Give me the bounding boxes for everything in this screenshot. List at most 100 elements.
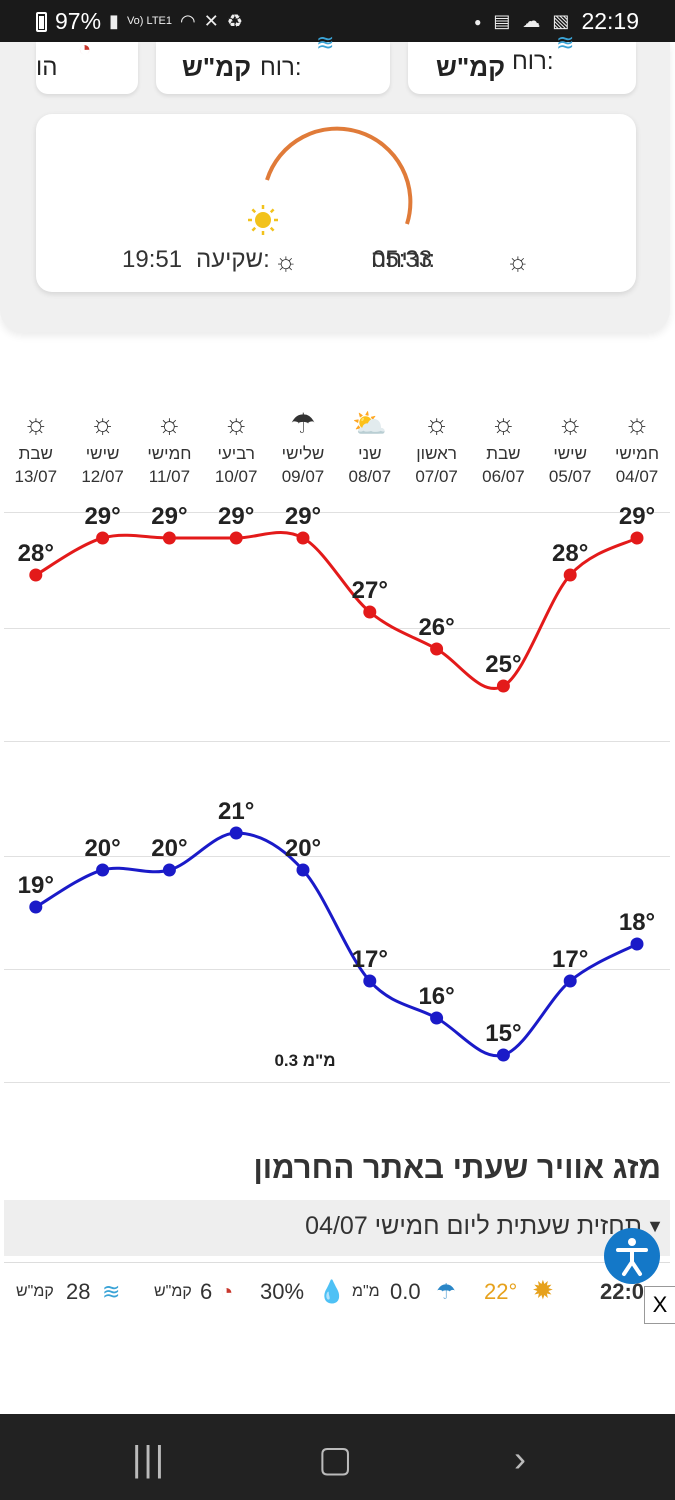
forecast-day-name: שישי xyxy=(553,444,588,463)
accessibility-button[interactable] xyxy=(604,1228,660,1284)
forecast-day-name: שלישי xyxy=(281,444,325,463)
hour-humidity: 30% xyxy=(260,1279,305,1304)
wind-value: קמ"ש xyxy=(182,52,252,82)
signal-icon: ▮ xyxy=(109,11,119,31)
sun-card: זריחה: 05:33 ☼ שקיעה: 19:51 ☼ xyxy=(36,114,636,292)
forecast-day-name: שבת xyxy=(486,444,521,463)
high-temp-point xyxy=(229,531,243,545)
low-temp-point xyxy=(296,863,310,877)
forecast-day-date: 04/07 xyxy=(615,467,659,486)
high-temp-point xyxy=(296,531,310,545)
temp-data-label: 29° xyxy=(151,503,187,530)
forecast-day[interactable]: ☼ שישי 05/07 xyxy=(537,408,603,487)
hourly-section-title: מזג אוויר שעתי באתר החרמון xyxy=(253,1150,661,1185)
high-temp-point xyxy=(430,642,444,656)
forecast-day-name: שישי xyxy=(85,444,120,463)
grid-line xyxy=(4,969,670,970)
forecast-day-date: 13/07 xyxy=(14,467,58,486)
wind-label: רוח: xyxy=(512,48,554,75)
temp-data-label: 20° xyxy=(84,835,120,862)
forecast-day-name: שבת xyxy=(18,444,53,463)
sunset-label: שקיעה: xyxy=(196,246,270,273)
temp-data-label: 25° xyxy=(485,651,521,678)
grid-line xyxy=(4,856,670,857)
wind-icon: ≋ xyxy=(316,30,335,55)
close-button[interactable]: X xyxy=(644,1286,675,1324)
sun-icon: ☼ xyxy=(624,408,650,439)
grid-line xyxy=(4,512,670,513)
gust-label: הו xyxy=(36,54,58,81)
gust-card: ◔ הו xyxy=(36,36,138,94)
wind-unit: קמ"ש xyxy=(16,1283,54,1300)
forecast-day[interactable]: ☼ חמישי 11/07 xyxy=(136,408,202,487)
hour-gust: 6 xyxy=(200,1279,213,1304)
sun-icon: ☼ xyxy=(490,408,517,439)
low-temp-point xyxy=(630,937,644,951)
accessibility-icon xyxy=(616,1238,648,1276)
high-temp-point xyxy=(363,605,377,619)
clock: 22:19 xyxy=(581,8,639,34)
recycle-icon: ♻ xyxy=(226,11,243,31)
hour-wind: 28 xyxy=(66,1279,91,1304)
temp-data-label: 16° xyxy=(418,983,454,1010)
temp-data-label: 26° xyxy=(418,614,454,641)
wind-value: קמ"ש xyxy=(436,52,506,82)
wind-icon: ≋ xyxy=(102,1279,121,1304)
temp-data-label: 21° xyxy=(218,798,254,825)
forecast-day[interactable]: ☼ שבת 06/07 xyxy=(470,408,536,487)
forecast-day-date: 11/07 xyxy=(148,467,191,486)
forecast-day-name: חמישי xyxy=(147,444,192,463)
forecast-day[interactable]: ☼ רביעי 10/07 xyxy=(203,408,269,487)
low-temp-point xyxy=(563,974,577,988)
navigation-bar: ||| ▢ › xyxy=(0,1414,675,1500)
forecast-day-date: 07/07 xyxy=(415,467,458,486)
sun-icon: ✹ xyxy=(532,1275,554,1305)
forecast-day[interactable]: ☼ שישי 12/07 xyxy=(70,408,136,487)
precipitation-label: 0.3 מ"מ xyxy=(274,1051,335,1070)
hour-temp: 22° xyxy=(484,1279,518,1304)
sun-icon: ☼ xyxy=(557,408,584,439)
sun-icon: ☼ xyxy=(22,408,49,439)
low-temp-line xyxy=(35,831,638,1058)
battery-level: 97% xyxy=(55,8,102,34)
temp-data-label: 20° xyxy=(151,835,187,862)
forecast-day[interactable]: ☼ ראשון 07/07 xyxy=(404,408,470,487)
umbrella-icon: ☂ xyxy=(436,1279,456,1304)
gust-icon: ◔ xyxy=(78,36,92,61)
forecast-day-date: 05/07 xyxy=(548,467,592,486)
high-temp-point xyxy=(162,531,176,545)
home-icon[interactable]: ▢ xyxy=(318,1438,353,1479)
sunset-icon: ☼ xyxy=(274,246,298,276)
forecast-day-name: חמישי xyxy=(614,444,660,463)
sun-icon: ☼ xyxy=(89,408,116,439)
recent-apps-icon[interactable]: ||| xyxy=(132,1438,167,1479)
sun-icon: ☼ xyxy=(156,408,183,439)
temp-data-label: 28° xyxy=(18,540,54,567)
gust-icon: ◔ xyxy=(220,1279,234,1304)
mute-icon: ✕ xyxy=(203,11,219,31)
temp-data-label: 29° xyxy=(285,503,321,530)
temp-data-label: 27° xyxy=(352,577,388,604)
wind-icon: ≋ xyxy=(556,30,575,55)
sunrise-icon: ☼ xyxy=(506,246,530,276)
sun-position-icon xyxy=(248,205,278,235)
sunrise-label: זריחה: xyxy=(371,246,436,273)
temp-data-label: 15° xyxy=(485,1020,521,1047)
forecast-day[interactable]: ⛅ שני 08/07 xyxy=(337,408,403,487)
back-icon[interactable]: › xyxy=(514,1438,526,1479)
hourly-toggle[interactable]: ▼ תחזית שעתית ליום חמישי 04/07 xyxy=(4,1200,670,1256)
wifi-icon: ◠ xyxy=(180,11,196,31)
forecast-day-date: 08/07 xyxy=(348,467,392,486)
status-bar: 97% ▮ Vo) LTE1 ◠ ✕ ♻ ● ▤ ☁ ▧ 22:19 xyxy=(0,0,675,42)
sunrise-time: 05:33 xyxy=(372,246,433,273)
forecast-day-name: רביעי xyxy=(217,444,255,463)
battery-icon xyxy=(36,11,47,32)
forecast-day[interactable]: ☼ שבת 13/07 xyxy=(3,408,69,487)
forecast-day[interactable]: ☂ שלישי 09/07 xyxy=(270,408,336,487)
blank-area xyxy=(0,1330,675,1414)
high-temp-point xyxy=(630,531,644,545)
forecast-day[interactable]: ☼ חמישי 04/07 xyxy=(604,408,670,487)
high-temp-point xyxy=(563,568,577,582)
humidity-icon: 💧 xyxy=(318,1279,346,1304)
notification-dot-icon: ● xyxy=(474,14,482,29)
